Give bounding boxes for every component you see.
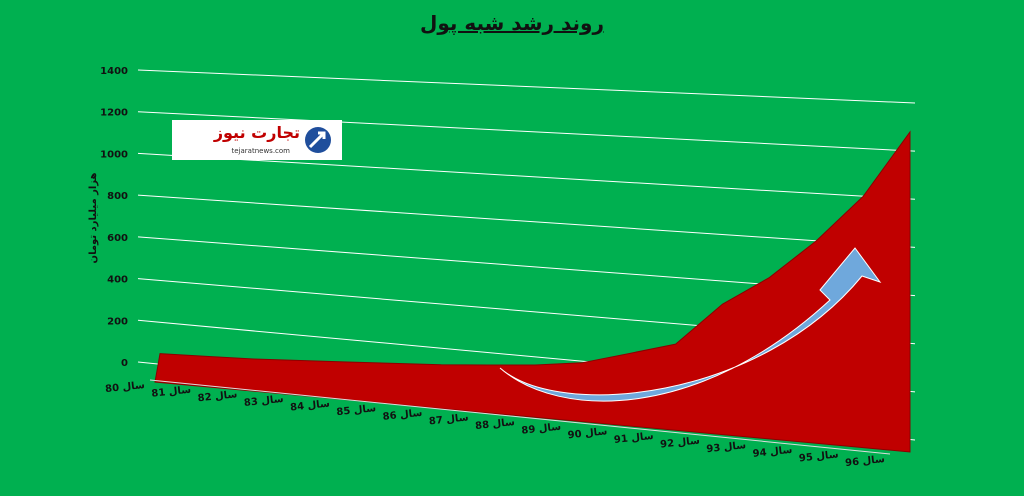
- x-tick-label: سال 91: [613, 431, 654, 446]
- watermark: تجارت نیوز tejaratnews.com: [172, 120, 342, 160]
- x-tick-label: سال 80: [105, 380, 146, 395]
- category-axis: [149, 379, 891, 455]
- x-tick-label: سال 85: [336, 403, 377, 418]
- x-tick-label: سال 84: [290, 399, 331, 414]
- y-axis-label: هزار میلیارد تومان: [88, 172, 99, 263]
- x-tick-label: سال 88: [475, 417, 516, 432]
- watermark-name: تجارت نیوز: [213, 123, 300, 142]
- watermark-url: tejaratnews.com: [232, 147, 291, 155]
- chart-title: روند رشد شبه پول: [420, 11, 604, 36]
- y-tick-label: 1200: [100, 108, 128, 119]
- y-tick-label: 1000: [100, 149, 128, 160]
- y-tick-label: 0: [121, 358, 128, 369]
- grid-line: [137, 152, 916, 200]
- x-tick-label: سال 93: [706, 440, 747, 455]
- x-tick-label: سال 87: [428, 412, 469, 427]
- y-tick-label: 400: [107, 275, 128, 286]
- x-tick-label: سال 81: [151, 385, 192, 400]
- x-tick-label: سال 92: [660, 436, 701, 451]
- x-tick-label: سال 82: [197, 389, 238, 404]
- y-tick-label: 800: [107, 191, 128, 202]
- y-tick-label: 200: [107, 316, 128, 327]
- watermark-icon-arrow: [308, 131, 326, 149]
- grid-line: [137, 69, 916, 104]
- x-tick-label: سال 86: [382, 408, 423, 423]
- grid-line: [137, 194, 916, 248]
- x-tick-label: سال 90: [567, 426, 608, 441]
- x-tick-label: سال 83: [243, 394, 284, 409]
- trend-arrow: [499, 247, 882, 402]
- y-tick-label: 600: [107, 233, 128, 244]
- x-tick-label: سال 96: [845, 454, 886, 469]
- y-tick-label: 1400: [100, 66, 128, 77]
- x-tick-label: سال 95: [798, 449, 839, 464]
- x-tick-label: سال 89: [521, 422, 562, 437]
- grid-line: [137, 111, 916, 152]
- x-tick-label: سال 94: [752, 445, 793, 460]
